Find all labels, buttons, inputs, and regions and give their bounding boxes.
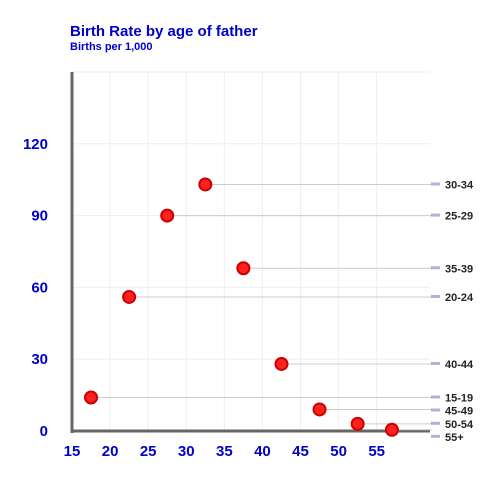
data-point (274, 356, 289, 371)
y-tick-label: 90 (31, 208, 48, 225)
point-label: 50-54 (445, 419, 474, 431)
label-marker (431, 408, 440, 412)
label-marker (431, 421, 440, 425)
point-label: 20-24 (445, 292, 474, 304)
point-label: 35-39 (445, 263, 473, 275)
x-tick-label: 50 (330, 443, 347, 460)
data-point (84, 390, 99, 405)
label-marker (431, 434, 440, 438)
point-label: 45-49 (445, 405, 473, 417)
x-tick-label: 45 (292, 443, 309, 460)
x-tick-label: 15 (64, 443, 81, 460)
axes (70, 72, 430, 433)
x-tick-label: 30 (178, 443, 195, 460)
data-point (236, 261, 251, 276)
x-tick-label: 40 (254, 443, 271, 460)
y-tick-label: 120 (23, 136, 48, 153)
data-point (160, 208, 175, 223)
data-point (350, 416, 365, 431)
chart-subtitle: Births per 1,000 (70, 41, 153, 53)
data-point (312, 402, 327, 417)
y-tick-label: 60 (31, 279, 48, 296)
y-tick-label: 30 (31, 351, 48, 368)
point-label: 15-19 (445, 392, 473, 404)
leader-lines (91, 183, 432, 431)
point-label: 40-44 (445, 359, 474, 371)
grid (71, 71, 430, 432)
point-label: 55+ (445, 432, 464, 444)
data-point (384, 422, 399, 437)
point-labels: 15-19 20-24 25-29 30-34 35-39 40-44 45-49 50-54… (431, 179, 474, 444)
x-tick-label: 35 (216, 443, 233, 460)
y-tick-labels: 0 30 60 90 120 (23, 136, 48, 440)
label-marker (431, 361, 440, 365)
y-tick-label: 0 (40, 423, 48, 440)
chart-title: Birth Rate by age of father (70, 23, 258, 40)
label-marker (431, 213, 440, 217)
x-tick-label: 55 (368, 443, 385, 460)
label-marker (431, 266, 440, 270)
data-point (198, 177, 213, 192)
point-label: 30-34 (445, 179, 474, 191)
label-marker (431, 395, 440, 399)
label-marker (431, 294, 440, 298)
label-marker (431, 182, 440, 186)
data-points (84, 177, 399, 437)
x-tick-label: 20 (102, 443, 119, 460)
x-tick-labels: 15 20 25 30 35 40 45 50 55 (64, 443, 385, 460)
data-point (122, 289, 137, 304)
x-tick-label: 25 (140, 443, 157, 460)
point-label: 25-29 (445, 211, 473, 223)
